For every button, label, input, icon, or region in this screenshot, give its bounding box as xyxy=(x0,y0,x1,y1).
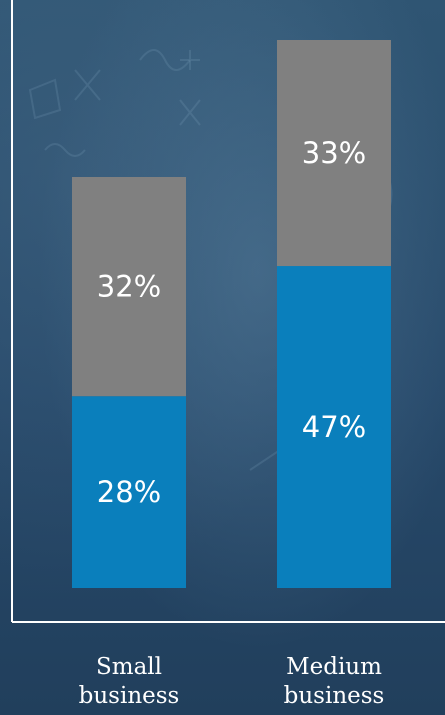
data-label-2-2: 33% xyxy=(302,136,366,170)
data-label-1-1: 28% xyxy=(97,475,161,509)
category-label-2: Medium business xyxy=(259,653,409,711)
bars-group: 28% 32% 47% 33% xyxy=(72,40,391,588)
bar-segment-1-2 xyxy=(72,177,186,397)
bar-segment-2-1 xyxy=(277,266,391,588)
data-label-2-1: 47% xyxy=(302,410,366,444)
category-label-line: Medium xyxy=(286,654,382,680)
category-label-line: business xyxy=(283,683,385,709)
category-label-line: business xyxy=(78,683,180,709)
bar-segment-1-1 xyxy=(72,396,186,588)
bar-segment-2-2 xyxy=(277,40,391,267)
category-label-1: Small business xyxy=(54,653,204,711)
category-label-line: Small xyxy=(96,654,162,680)
data-label-1-2: 32% xyxy=(97,270,161,304)
